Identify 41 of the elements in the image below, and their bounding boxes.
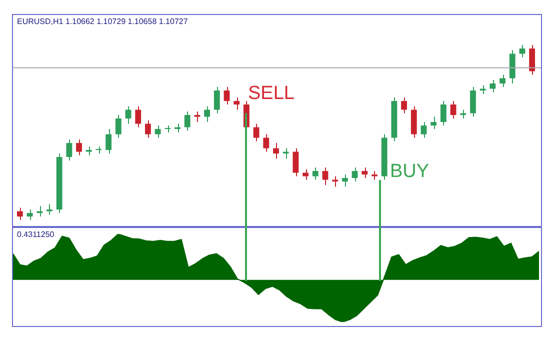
candlestick [292,148,299,177]
candlestick [263,134,270,152]
candlestick [342,174,348,188]
candlestick [115,114,122,138]
candlestick [352,167,358,182]
candlestick [125,106,132,124]
candlestick [420,122,427,138]
candlestick [214,86,220,114]
candlestick [470,86,476,118]
candlestick [154,125,161,138]
chart-title: EURUSD,H1 1.10662 1.10729 1.10658 1.10727 [17,17,188,26]
candlestick [500,74,506,88]
candlestick [106,128,112,154]
candlestick [430,116,437,130]
candlestick [16,207,23,220]
candlestick [519,44,526,58]
annotation: SELL [248,83,294,104]
candlestick [440,100,446,126]
candlestick [362,167,368,178]
candlestick [322,167,328,186]
candlestick [26,209,33,220]
candlestick [224,86,230,105]
candlestick [145,120,151,138]
annotation: BUY [390,161,430,182]
candlestick [76,139,82,156]
chart-title: 0.4311250 [17,230,55,240]
candlestick [234,97,240,110]
candlestick [529,44,536,76]
candlestick [312,167,318,180]
candlestick [490,80,496,93]
candlestick [450,100,456,119]
candlestick [194,111,200,122]
candlestick [253,123,260,142]
candlestick [204,106,210,122]
candlestick [66,139,72,161]
candlestick [184,111,190,132]
candlestick [46,204,52,216]
candlestick [302,168,308,180]
candlestick [401,97,407,114]
candlestick [135,106,142,128]
candlestick [273,142,279,160]
